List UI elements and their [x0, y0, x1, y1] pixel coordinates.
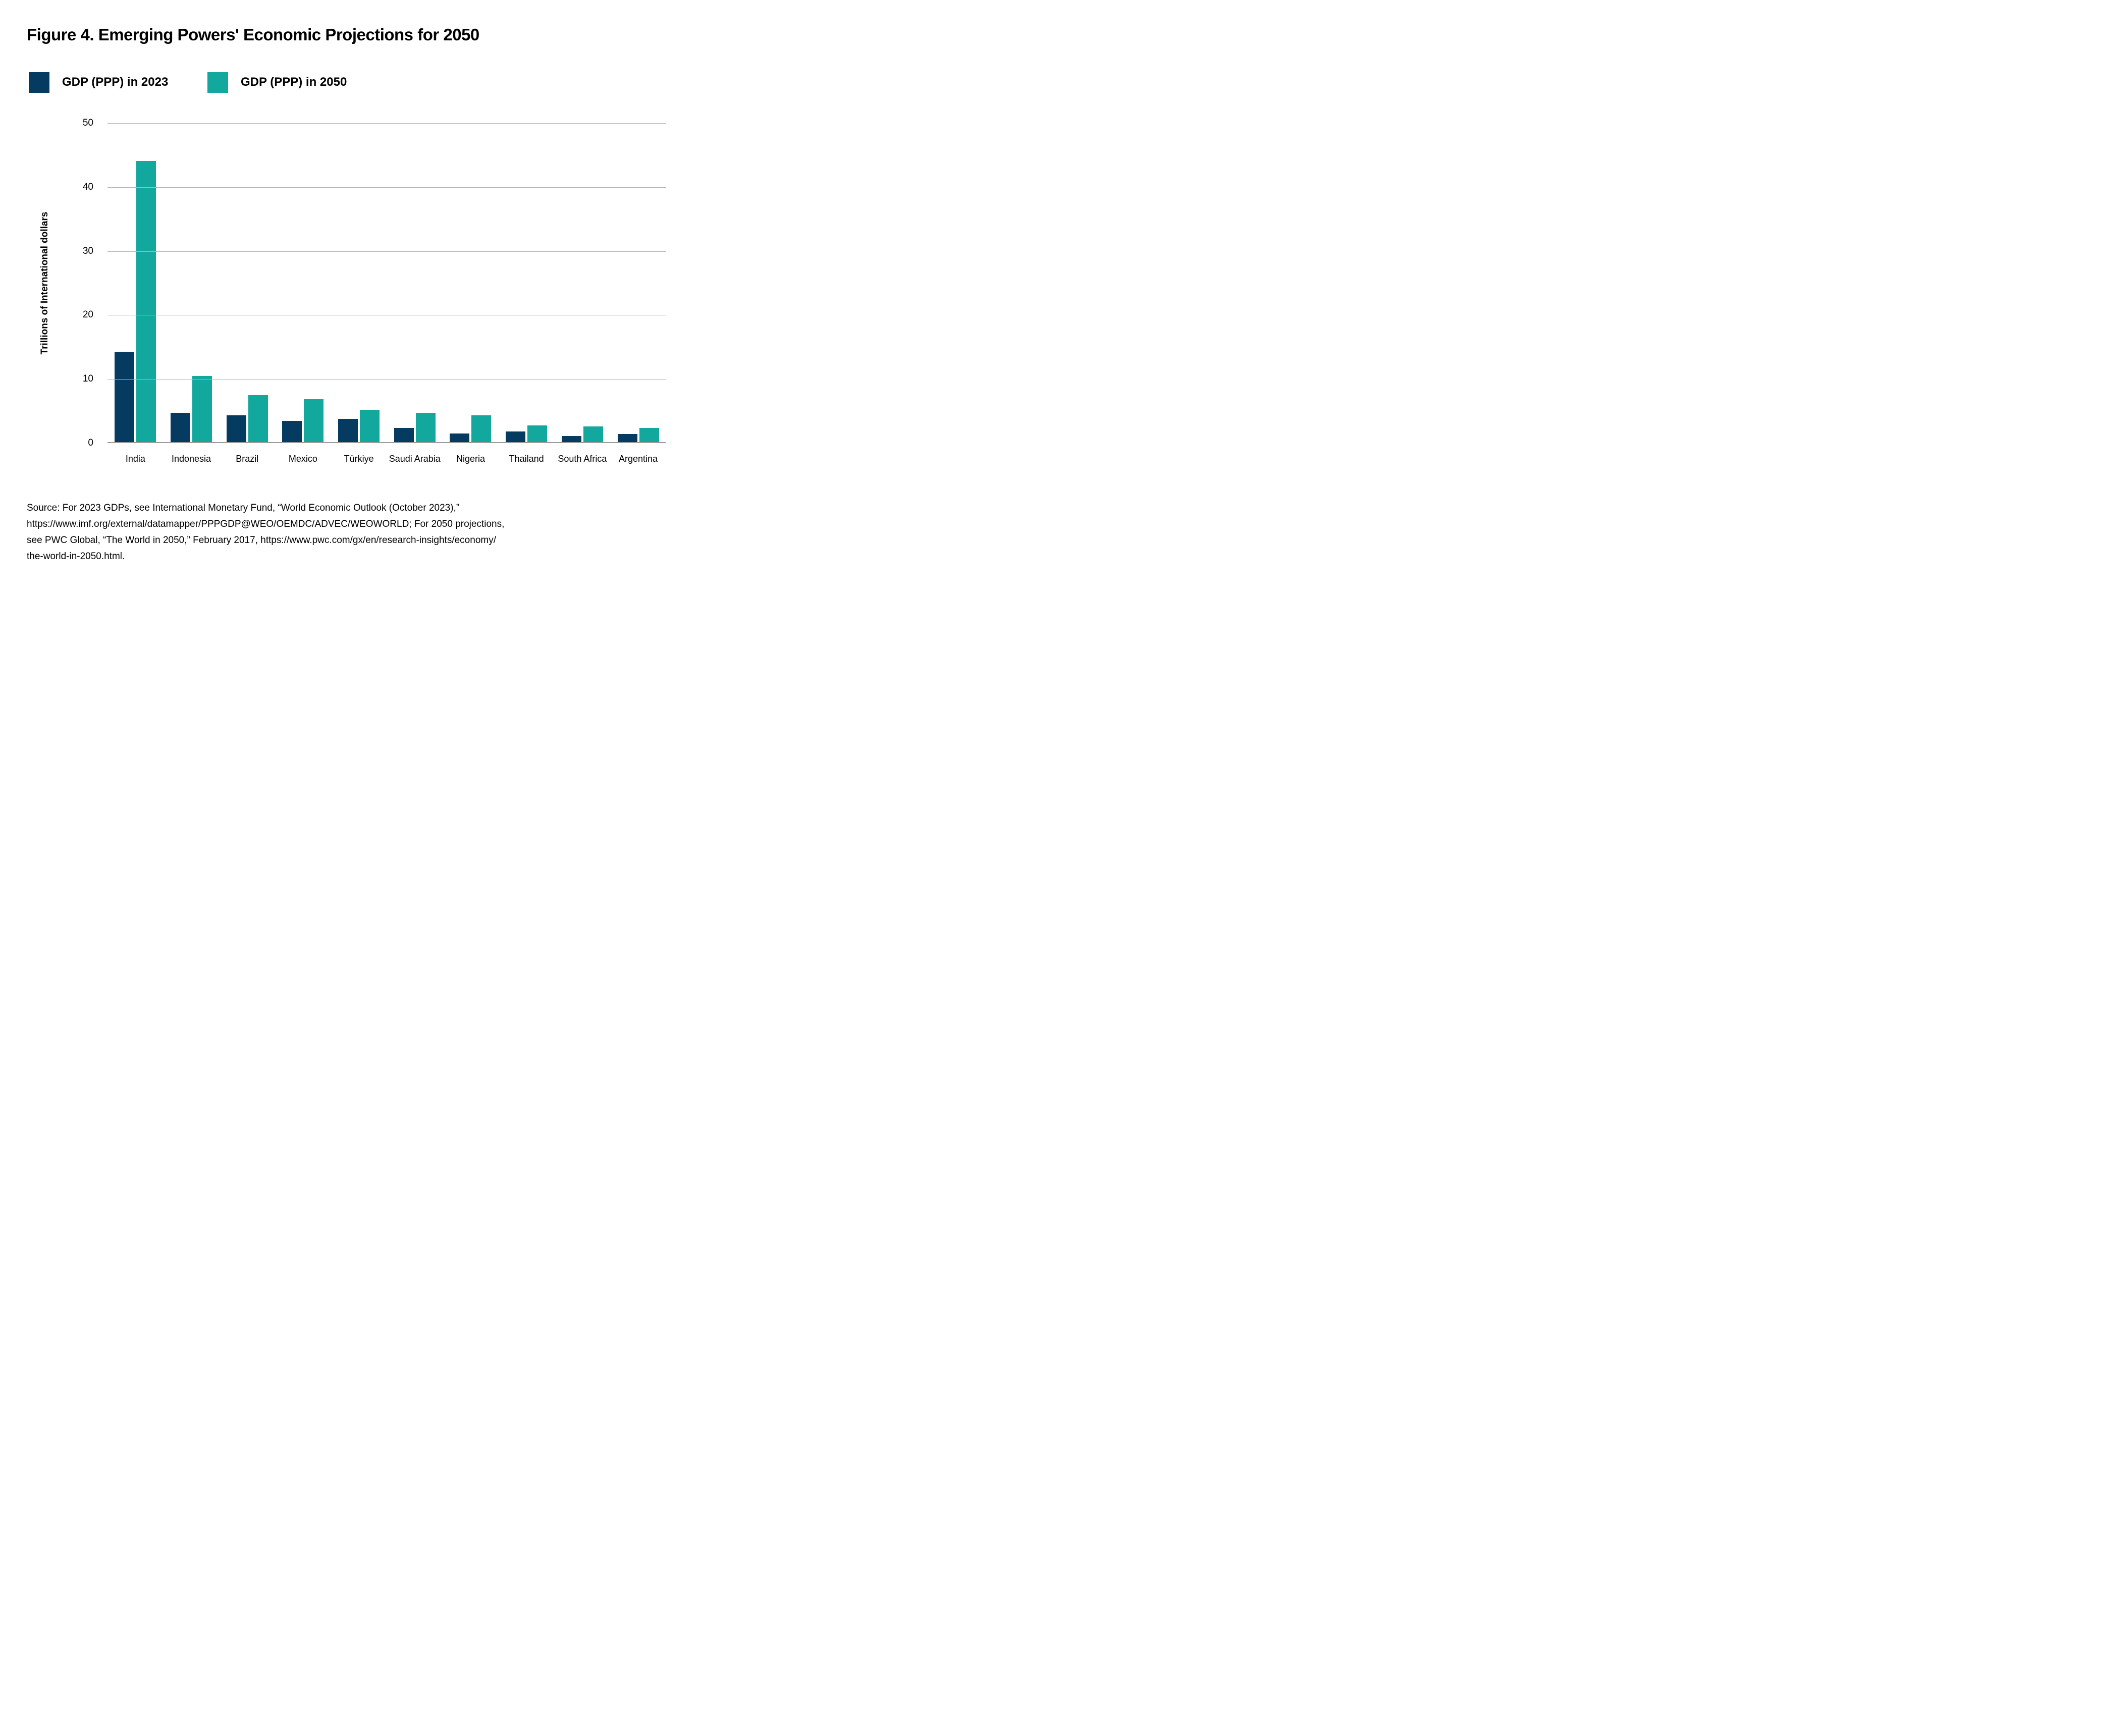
bar-group-argentina — [610, 123, 666, 443]
source-line-2: https://www.imf.org/external/datamapper/… — [27, 519, 505, 529]
x-tick-label-india: India — [125, 454, 145, 464]
bar-group-india — [107, 123, 164, 443]
y-tick-label-10: 10 — [82, 373, 93, 385]
bar-2023-saudi-arabia — [394, 427, 414, 443]
source-line-4: the-world-in-2050.html. — [27, 551, 125, 562]
y-tick-label-20: 20 — [82, 309, 93, 320]
legend-label-2050: GDP (PPP) in 2050 — [241, 75, 347, 89]
bar-2023-türkiye — [338, 418, 358, 443]
gridline-50 — [107, 123, 666, 124]
plot-area: 0 10 20 30 40 50 — [83, 118, 666, 448]
y-tick-label-50: 50 — [82, 118, 93, 128]
legend-label-2023: GDP (PPP) in 2023 — [62, 75, 169, 89]
source-line-1: Source: For 2023 GDPs, see International… — [27, 503, 460, 513]
bar-2050-indonesia — [192, 375, 212, 443]
bar-2023-brazil — [226, 415, 246, 443]
bar-group-nigeria — [443, 123, 499, 443]
bar-2050-saudi-arabia — [415, 413, 436, 443]
x-tick-label-saudi-arabia: Saudi Arabia — [389, 454, 441, 464]
bar-2050-thailand — [527, 425, 548, 443]
bar-group-türkiye — [331, 123, 387, 443]
bar-2023-argentina — [617, 434, 637, 443]
legend: GDP (PPP) in 2023 GDP (PPP) in 2050 — [0, 72, 701, 94]
x-axis-baseline — [107, 442, 666, 443]
bar-2023-thailand — [506, 431, 526, 443]
bar-2050-south-africa — [583, 426, 603, 443]
bar-2050-türkiye — [360, 410, 380, 443]
bar-group-indonesia — [164, 123, 220, 443]
x-tick-label-nigeria: Nigeria — [456, 454, 485, 464]
bar-group-thailand — [499, 123, 555, 443]
legend-swatch-2023 — [29, 72, 49, 93]
bar-2050-india — [136, 160, 156, 443]
bar-2050-brazil — [248, 395, 268, 443]
legend-item-2050: GDP (PPP) in 2050 — [207, 72, 347, 93]
bar-2050-mexico — [304, 399, 324, 443]
bar-2050-argentina — [639, 427, 659, 443]
bar-group-south-africa — [555, 123, 611, 443]
legend-swatch-2050 — [207, 72, 228, 93]
bar-2023-nigeria — [450, 433, 470, 443]
y-tick-label-0: 0 — [88, 438, 93, 448]
figure-4-chart: Figure 4. Emerging Powers' Economic Proj… — [0, 0, 701, 579]
gridline-40 — [107, 187, 666, 188]
bar-2023-india — [115, 351, 135, 443]
x-tick-label-brazil: Brazil — [236, 454, 259, 464]
x-tick-label-mexico: Mexico — [288, 454, 317, 464]
figure-title: Figure 4. Emerging Powers' Economic Proj… — [27, 25, 479, 44]
bar-group-saudi-arabia — [387, 123, 443, 443]
x-tick-label-indonesia: Indonesia — [171, 454, 211, 464]
bar-group-brazil — [219, 123, 275, 443]
y-axis-title: Trillions of International dollars — [39, 211, 50, 355]
bar-2023-south-africa — [561, 436, 581, 443]
gridline-30 — [107, 251, 666, 252]
x-tick-label-türkiye: Türkiye — [344, 454, 374, 464]
y-tick-label-30: 30 — [82, 245, 93, 256]
legend-item-2023: GDP (PPP) in 2023 — [29, 72, 168, 93]
bar-2023-mexico — [282, 420, 302, 443]
x-axis-labels: India Indonesia Brazil Mexico Türkiye Saudi A… — [107, 454, 666, 464]
source-line-3: see PWC Global, “The World in 2050,” Feb… — [27, 535, 496, 546]
x-tick-label-south-africa: South Africa — [558, 454, 607, 464]
source-note: Source: For 2023 GDPs, see International… — [27, 500, 504, 565]
bars-container — [107, 123, 666, 443]
bar-group-mexico — [275, 123, 331, 443]
y-tick-label-40: 40 — [82, 181, 93, 192]
bar-2023-indonesia — [171, 413, 191, 443]
bar-2050-nigeria — [471, 415, 492, 443]
x-tick-label-thailand: Thailand — [509, 454, 544, 464]
x-tick-label-argentina: Argentina — [619, 454, 658, 464]
